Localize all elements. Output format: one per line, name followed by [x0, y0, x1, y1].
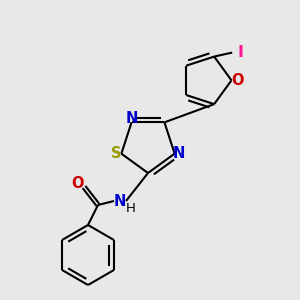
Text: N: N — [172, 146, 185, 161]
Text: N: N — [125, 111, 138, 126]
Text: H: H — [126, 202, 136, 215]
Text: N: N — [114, 194, 126, 208]
Text: O: O — [72, 176, 84, 190]
Text: S: S — [111, 146, 122, 161]
Text: I: I — [237, 45, 243, 60]
Text: O: O — [231, 73, 244, 88]
